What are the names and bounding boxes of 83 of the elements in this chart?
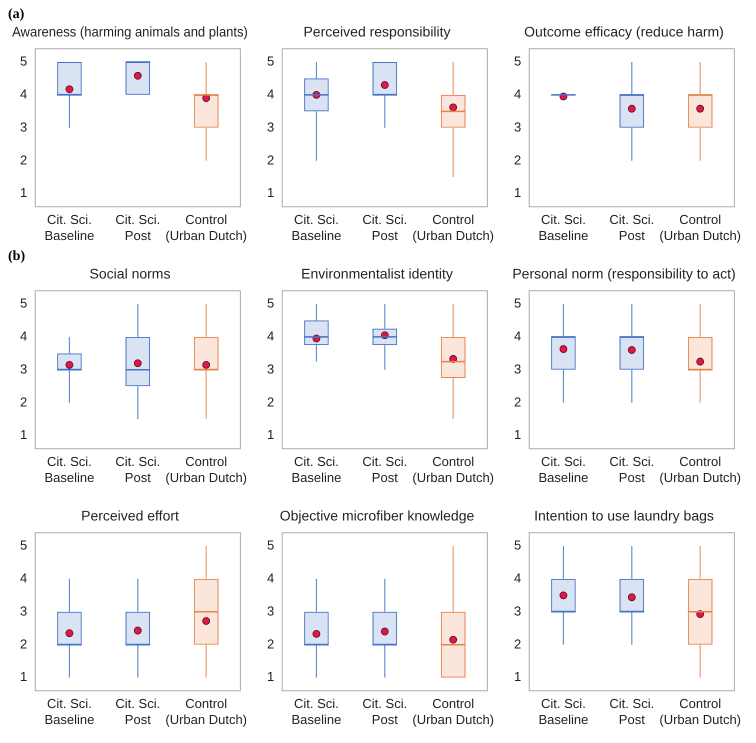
y-tick-label: 2 bbox=[514, 394, 522, 410]
y-tick-label: 4 bbox=[266, 328, 274, 344]
y-tick-label: 5 bbox=[514, 54, 522, 69]
y-tick-label: 2 bbox=[20, 394, 28, 410]
x-tick-label: Cit. Sci. Baseline bbox=[291, 696, 342, 727]
chart-title: Objective microfiber knowledge bbox=[280, 507, 474, 524]
y-tick-label: 5 bbox=[20, 538, 28, 553]
y-tick-label: 1 bbox=[266, 427, 274, 442]
x-tick-label: Cit. Sci. Baseline bbox=[291, 454, 342, 485]
y-tick-label: 2 bbox=[20, 636, 28, 652]
x-tick-label: Cit. Sci. Post bbox=[115, 454, 160, 485]
x-tick-label: Cit. Sci. Post bbox=[115, 696, 160, 727]
y-tick-label: 4 bbox=[514, 570, 522, 586]
chart-title: Environmentalist identity bbox=[301, 265, 453, 282]
y-tick-label: 2 bbox=[266, 394, 274, 410]
chart-title: Social norms bbox=[90, 265, 170, 282]
x-tick-label: Cit. Sci. Baseline bbox=[44, 454, 94, 485]
x-tick-label: Cit. Sci. Baseline bbox=[538, 696, 588, 727]
chart-title: Outcome efficacy (reduce harm) bbox=[524, 23, 724, 40]
x-tick-label: Cit. Sci. Baseline bbox=[538, 212, 588, 243]
x-tick-label: Cit. Sci. Post bbox=[609, 212, 654, 243]
y-tick-label: 2 bbox=[266, 636, 274, 652]
y-tick-label: 1 bbox=[266, 669, 274, 684]
y-tick-label: 5 bbox=[20, 54, 28, 69]
y-tick-label: 4 bbox=[20, 86, 28, 102]
y-tick-label: 1 bbox=[514, 185, 522, 200]
y-tick-label: 4 bbox=[20, 570, 28, 586]
x-tick-label: Cit. Sci. Baseline bbox=[538, 454, 588, 485]
chart-title: Awareness (harming animals and plants) bbox=[12, 24, 248, 40]
chart-title: Personal norm (responsibility to act) bbox=[512, 265, 736, 282]
y-tick-label: 4 bbox=[20, 328, 28, 344]
y-tick-label: 5 bbox=[514, 538, 522, 553]
y-tick-label: 5 bbox=[266, 54, 274, 69]
y-tick-label: 3 bbox=[266, 119, 274, 134]
chart-title: Perceived effort bbox=[81, 507, 180, 524]
x-tick-label: Control (Urban Dutch) bbox=[659, 212, 741, 243]
y-tick-label: 5 bbox=[266, 538, 274, 553]
text: (a) bbox=[8, 7, 24, 22]
y-tick-label: 2 bbox=[266, 152, 274, 168]
y-tick-label: 2 bbox=[514, 152, 522, 168]
x-tick-label: Cit. Sci. Post bbox=[609, 696, 654, 727]
x-tick-label: Cit. Sci. Post bbox=[362, 454, 408, 485]
x-tick-label: Cit. Sci. Post bbox=[609, 454, 654, 485]
x-tick-label: Control (Urban Dutch) bbox=[165, 212, 247, 243]
text: (b) bbox=[8, 249, 26, 264]
y-tick-label: 3 bbox=[20, 119, 28, 134]
y-tick-label: 2 bbox=[20, 152, 28, 168]
y-tick-label: 3 bbox=[266, 361, 274, 376]
y-tick-label: 5 bbox=[266, 296, 274, 311]
x-tick-label: Cit. Sci. Baseline bbox=[44, 212, 94, 243]
y-tick-label: 5 bbox=[20, 296, 28, 311]
x-tick-label: Control (Urban Dutch) bbox=[412, 212, 494, 243]
x-tick-label: Cit. Sci. Post bbox=[362, 212, 408, 243]
chart-title: Intention to use laundry bags bbox=[534, 507, 714, 524]
x-tick-label: Cit. Sci. Post bbox=[115, 212, 160, 243]
x-tick-label: Control (Urban Dutch) bbox=[165, 454, 247, 485]
x-tick-label: Cit. Sci. Baseline bbox=[291, 212, 342, 243]
y-tick-label: 4 bbox=[514, 86, 522, 102]
y-tick-label: 4 bbox=[266, 570, 274, 586]
x-tick-label: Control (Urban Dutch) bbox=[412, 454, 494, 485]
y-tick-label: 4 bbox=[266, 86, 274, 102]
x-tick-label: Control (Urban Dutch) bbox=[659, 454, 741, 485]
y-tick-label: 3 bbox=[266, 603, 274, 618]
y-tick-label: 1 bbox=[514, 669, 522, 684]
y-tick-label: 1 bbox=[20, 427, 28, 442]
x-tick-label: Cit. Sci. Baseline bbox=[44, 696, 94, 727]
y-tick-label: 3 bbox=[20, 603, 28, 618]
x-tick-label: Cit. Sci. Post bbox=[362, 696, 408, 727]
x-tick-label: Control (Urban Dutch) bbox=[165, 696, 247, 727]
y-tick-label: 1 bbox=[266, 185, 274, 200]
y-tick-label: 5 bbox=[514, 296, 522, 311]
chart-title: Perceived responsibility bbox=[303, 23, 451, 40]
y-tick-label: 2 bbox=[514, 636, 522, 652]
y-tick-label: 1 bbox=[514, 427, 522, 442]
y-tick-label: 3 bbox=[514, 119, 522, 134]
x-tick-label: Control (Urban Dutch) bbox=[412, 696, 494, 727]
y-tick-label: 4 bbox=[514, 328, 522, 344]
x-tick-label: Control (Urban Dutch) bbox=[659, 696, 741, 727]
y-tick-label: 3 bbox=[20, 361, 28, 376]
y-tick-label: 3 bbox=[514, 361, 522, 376]
y-tick-label: 1 bbox=[20, 185, 28, 200]
y-tick-label: 1 bbox=[20, 669, 28, 684]
y-tick-label: 3 bbox=[514, 603, 522, 618]
